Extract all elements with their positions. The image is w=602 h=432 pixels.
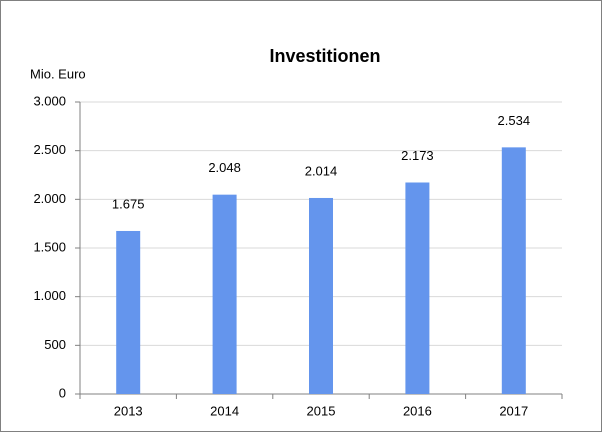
x-tick-label: 2016 <box>403 403 432 418</box>
x-tick-label: 2015 <box>307 403 336 418</box>
data-label: 2.014 <box>305 163 338 178</box>
y-tick-label: 1.500 <box>33 239 66 254</box>
bar <box>501 147 526 394</box>
y-tick-label: 0 <box>59 385 66 400</box>
x-tick-label: 2017 <box>499 403 528 418</box>
bar <box>405 182 430 394</box>
y-tick-label: 3.000 <box>33 93 66 108</box>
x-tick-label: 2013 <box>114 403 143 418</box>
data-label: 1.675 <box>112 196 145 211</box>
data-label: 2.173 <box>401 148 434 163</box>
y-tick-label: 2.000 <box>33 191 66 206</box>
data-label: 2.048 <box>208 160 241 175</box>
y-tick-label: 500 <box>44 337 66 352</box>
bar <box>309 197 333 394</box>
bar <box>116 230 141 394</box>
y-axis-label: Mio. Euro <box>30 66 86 81</box>
data-label: 2.534 <box>498 113 531 128</box>
bar <box>212 194 237 394</box>
chart-title: Investitionen <box>269 46 380 66</box>
y-tick-label: 2.500 <box>33 142 66 157</box>
y-tick-label: 1.000 <box>33 288 66 303</box>
x-tick-label: 2014 <box>210 403 239 418</box>
